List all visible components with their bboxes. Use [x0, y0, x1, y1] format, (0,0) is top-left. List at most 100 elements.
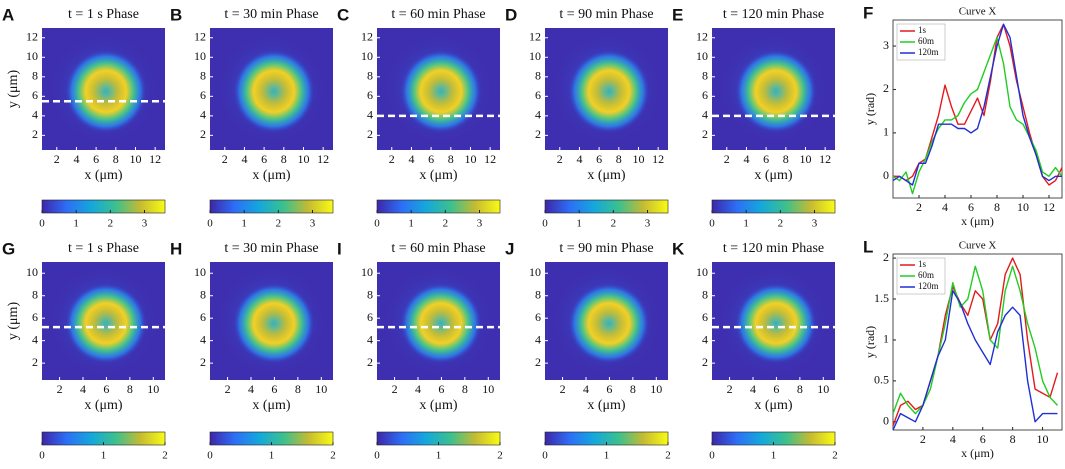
x-tick-label: 4 [576, 152, 582, 166]
x-tick-label: 2 [54, 152, 60, 166]
x-tick-label: 8 [295, 382, 301, 396]
colorbar-tick-label: 2 [276, 218, 282, 230]
x-tick-label: 8 [783, 152, 789, 166]
x-tick-label: 12 [149, 152, 161, 166]
x-axis-label: x (μm) [587, 398, 626, 413]
colorbar-tick-label: 2 [330, 450, 336, 462]
y-tick-label: 4 [200, 332, 206, 346]
x-tick-label: 10 [129, 152, 141, 166]
panel-title: t = 90 min Phase [559, 241, 653, 256]
y-tick-label: 6 [32, 310, 38, 324]
image-cell [233, 283, 315, 364]
y-tick-label: 2 [367, 127, 373, 141]
y-tick-label: 10 [194, 49, 206, 63]
y-tick-label: 1 [883, 332, 889, 346]
line-series [892, 36, 1063, 195]
y-axis-label: y (μm) [6, 70, 21, 109]
x-axis-label: x (μm) [252, 398, 291, 413]
x-axis-label: x (μm) [587, 168, 626, 183]
y-tick-label: 2 [702, 127, 708, 141]
x-axis-label: x (μm) [961, 214, 994, 228]
x-tick-label: 10 [1037, 432, 1049, 446]
y-tick-label: 2 [200, 355, 206, 369]
y-tick-label: 4 [367, 108, 373, 122]
panel-letter: K [672, 239, 685, 258]
x-tick-label: 10 [464, 152, 476, 166]
line-series [892, 290, 1058, 431]
x-tick-label: 6 [438, 382, 444, 396]
x-tick-label: 4 [248, 382, 254, 396]
x-axis-label: x (μm) [419, 398, 458, 413]
panel-letter: D [505, 5, 517, 24]
y-tick-label: 2 [702, 355, 708, 369]
panel-title: t = 60 min Phase [391, 7, 485, 22]
x-tick-label: 8 [113, 152, 119, 166]
panel-letter: C [337, 5, 349, 24]
panel-letter: H [170, 239, 182, 258]
colorbar-tick-label: 2 [108, 218, 114, 230]
x-tick-label: 4 [583, 382, 589, 396]
y-tick-label: 10 [26, 49, 38, 63]
image-cell [233, 49, 315, 133]
legend-label: 60m [918, 36, 934, 46]
x-tick-label: 4 [950, 432, 956, 446]
y-tick-label: 12 [194, 30, 206, 44]
colorbar-tick-label: 1 [241, 218, 247, 230]
panel-title: t = 1 s Phase [68, 7, 139, 22]
panel-letter: B [170, 5, 182, 24]
panel-letter: E [672, 5, 683, 24]
y-tick-label: 8 [702, 287, 708, 301]
x-tick-label: 6 [773, 382, 779, 396]
x-axis-label: x (μm) [961, 446, 994, 460]
y-tick-label: 2 [367, 355, 373, 369]
x-tick-label: 6 [271, 382, 277, 396]
x-tick-label: 2 [225, 382, 231, 396]
y-tick-label: 6 [535, 88, 541, 102]
y-tick-label: 4 [702, 108, 708, 122]
colorbar-tick-label: 1 [101, 450, 107, 462]
y-tick-label: 2 [883, 81, 889, 95]
y-tick-label: 2 [32, 127, 38, 141]
x-tick-label: 10 [315, 382, 327, 396]
x-tick-label: 2 [920, 432, 926, 446]
x-tick-label: 2 [727, 382, 733, 396]
y-tick-label: 6 [702, 88, 708, 102]
line-series [892, 265, 1059, 415]
y-tick-label: 10 [361, 49, 373, 63]
y-tick-label: 8 [32, 69, 38, 83]
y-tick-label: 2 [883, 250, 889, 264]
panel-letter: A [2, 5, 14, 24]
y-tick-label: 10 [361, 265, 373, 279]
x-tick-label: 6 [261, 152, 267, 166]
x-axis-label: x (μm) [754, 168, 793, 183]
y-tick-label: 4 [32, 108, 38, 122]
x-axis-label: x (μm) [754, 398, 793, 413]
x-tick-label: 8 [797, 382, 803, 396]
x-tick-label: 10 [799, 152, 811, 166]
image-cell [568, 49, 650, 133]
y-axis-label: y (rad) [863, 326, 877, 358]
panel-title: t = 90 min Phase [559, 7, 653, 22]
x-tick-label: 2 [724, 152, 730, 166]
y-tick-label: 8 [367, 69, 373, 83]
legend-label: 1s [918, 25, 927, 35]
y-tick-label: 4 [200, 108, 206, 122]
colorbar-tick-label: 0 [39, 218, 45, 230]
x-tick-label: 8 [462, 382, 468, 396]
image-cell [65, 49, 147, 133]
image-cell [735, 283, 817, 364]
panel-letter: J [505, 239, 514, 258]
legend-label: 120m [918, 47, 939, 57]
y-tick-label: 4 [367, 332, 373, 346]
panel-title: t = 120 min Phase [723, 241, 824, 256]
x-tick-label: 4 [73, 152, 79, 166]
x-tick-label: 6 [980, 432, 986, 446]
x-tick-label: 12 [317, 152, 329, 166]
y-tick-label: 12 [26, 30, 38, 44]
panel-title: t = 1 s Phase [68, 241, 139, 256]
colorbar-tick-label: 2 [443, 218, 449, 230]
x-tick-label: 12 [484, 152, 496, 166]
x-tick-label: 10 [1017, 200, 1029, 214]
x-axis-label: x (μm) [84, 168, 123, 183]
y-tick-label: 10 [696, 49, 708, 63]
